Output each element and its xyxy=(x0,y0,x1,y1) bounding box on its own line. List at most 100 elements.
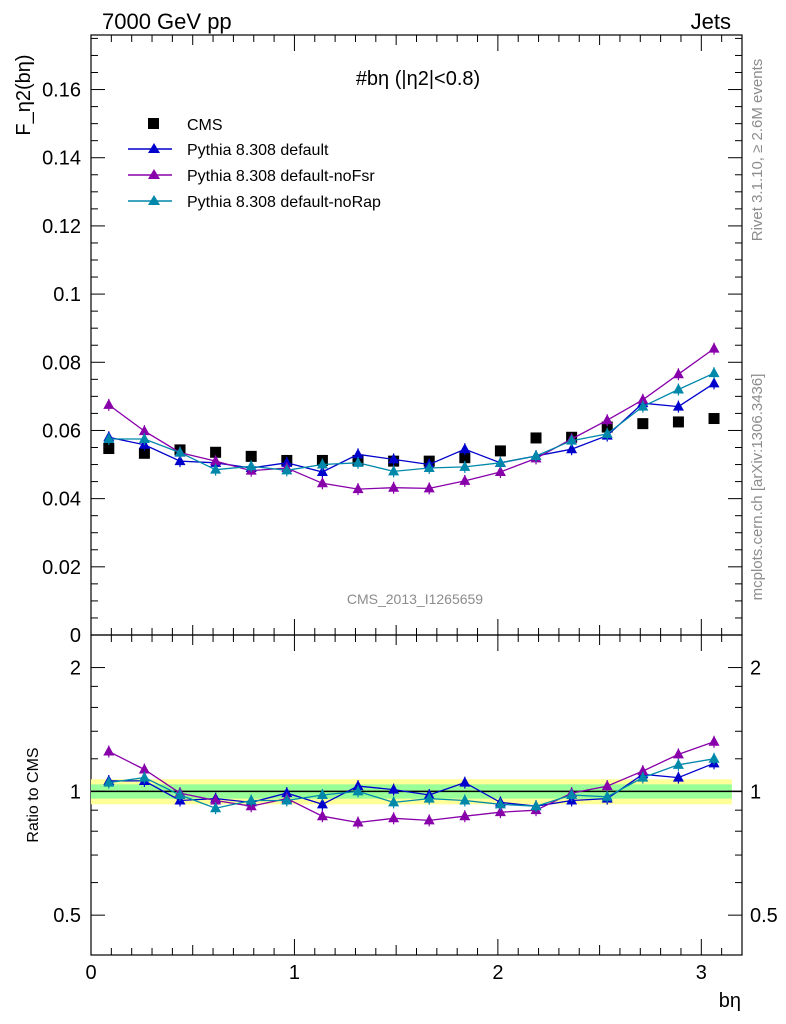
y-tick-label: 0.16 xyxy=(42,80,81,102)
point-norap xyxy=(459,460,471,471)
point-norap xyxy=(530,450,542,461)
point-norap xyxy=(388,465,400,476)
point-norap xyxy=(423,461,435,472)
ratio-point-norap xyxy=(494,798,506,809)
y-tick-label: 0 xyxy=(70,625,81,647)
legend-entry-cms: CMS xyxy=(148,117,223,134)
ratio-point-norap xyxy=(566,788,578,799)
legend-label-nofsr: Pythia 8.308 default-noFsr xyxy=(187,168,375,185)
legend-marker-norap xyxy=(148,195,160,205)
y-tick-label: 0.08 xyxy=(42,352,81,374)
ratio-y-tick-label: 2 xyxy=(70,658,81,680)
ratio-point-nofsr xyxy=(388,812,400,823)
cms-point xyxy=(672,416,684,428)
line-norap xyxy=(108,372,715,473)
ratio-point-nofsr xyxy=(103,745,115,756)
y-tick-label: 0.02 xyxy=(42,557,81,579)
ratio-point-norap xyxy=(138,771,150,782)
ratio-point-norap xyxy=(245,794,257,805)
ratio-point-nofsr xyxy=(210,794,222,805)
mcplots-label: mcplots.cern.ch [arXiv:1306.3436] xyxy=(749,374,766,601)
ratio-line-nofsr xyxy=(108,741,715,824)
point-norap xyxy=(245,460,257,471)
x-tick-label: 3 xyxy=(696,962,707,984)
cms-point xyxy=(708,413,720,425)
legend-marker-default xyxy=(148,143,160,153)
ratio-point-norap xyxy=(210,802,222,813)
legend-entry-norap: Pythia 8.308 default-noRap xyxy=(128,194,381,211)
x-tick-label: 1 xyxy=(289,962,300,984)
ratio-point-norap xyxy=(637,771,649,782)
point-norap xyxy=(138,432,150,443)
point-default xyxy=(566,443,578,454)
point-default xyxy=(174,455,186,466)
watermark: CMS_2013_I1265659 xyxy=(347,591,483,607)
cms-point xyxy=(530,432,542,444)
ratio-point-norap xyxy=(352,785,364,796)
point-norap xyxy=(352,456,364,467)
cms-point xyxy=(459,452,471,464)
point-nofsr xyxy=(494,466,506,477)
ratio-point-nofsr xyxy=(601,780,613,791)
ratio-point-nofsr xyxy=(708,735,720,746)
ratio-point-norap xyxy=(530,800,542,811)
header-left: 7000 GeV pp xyxy=(102,9,232,34)
point-nofsr xyxy=(708,342,720,353)
point-norap xyxy=(672,383,684,394)
ratio-point-nofsr xyxy=(316,810,328,821)
legend-entry-nofsr: Pythia 8.308 default-noFsr xyxy=(128,168,375,185)
ratio-point-nofsr xyxy=(672,748,684,759)
ratio-point-default xyxy=(281,787,293,798)
point-norap xyxy=(103,432,115,443)
legend-entry-default: Pythia 8.308 default xyxy=(128,142,329,159)
y-tick-label: 0.04 xyxy=(42,489,81,511)
ratio-point-nofsr xyxy=(494,806,506,817)
ratio-y-tick-label: 0.5 xyxy=(53,905,81,927)
plot-title: #bη (|η2|<0.8) xyxy=(356,68,480,90)
point-default xyxy=(459,443,471,454)
point-default xyxy=(281,456,293,467)
point-norap xyxy=(316,458,328,469)
point-norap xyxy=(708,367,720,378)
cms-point xyxy=(103,443,115,455)
point-norap xyxy=(637,400,649,411)
ratio-point-norap xyxy=(601,790,613,801)
ratio-y-tick-label-right: 1 xyxy=(750,781,761,803)
point-norap xyxy=(566,434,578,445)
point-norap xyxy=(601,427,613,438)
ratio-y-tick-label-right: 2 xyxy=(750,658,761,680)
ratio-point-default xyxy=(352,780,364,791)
legend-marker-cms xyxy=(148,118,159,129)
ratio-point-nofsr xyxy=(637,765,649,776)
x-axis-label: bη xyxy=(719,990,741,1012)
ratio-point-default xyxy=(672,771,684,782)
y-axis-label: F_η2(bη) xyxy=(13,54,35,135)
legend-marker-nofsr xyxy=(148,169,160,179)
point-nofsr xyxy=(459,474,471,485)
point-norap xyxy=(210,463,222,474)
ratio-point-default xyxy=(459,776,471,787)
point-nofsr xyxy=(672,368,684,379)
ratio-point-norap xyxy=(316,788,328,799)
ratio-point-norap xyxy=(388,796,400,807)
ratio-point-norap xyxy=(672,758,684,769)
point-default xyxy=(352,448,364,459)
point-default xyxy=(672,400,684,411)
point-norap xyxy=(174,446,186,457)
ratio-point-default xyxy=(316,798,328,809)
cms-point xyxy=(637,418,649,430)
y-tick-label: 0.1 xyxy=(53,284,81,306)
line-default xyxy=(108,382,715,473)
x-tick-label: 0 xyxy=(85,962,96,984)
cms-point xyxy=(494,445,506,457)
ratio-point-norap xyxy=(708,752,720,763)
ratio-point-norap xyxy=(174,788,186,799)
point-nofsr xyxy=(423,482,435,493)
ratio-point-norap xyxy=(281,794,293,805)
ratio-point-nofsr xyxy=(423,814,435,825)
point-nofsr xyxy=(138,425,150,436)
y-tick-label: 0.12 xyxy=(42,216,81,238)
cms-point xyxy=(210,446,222,458)
line-nofsr xyxy=(108,348,715,490)
